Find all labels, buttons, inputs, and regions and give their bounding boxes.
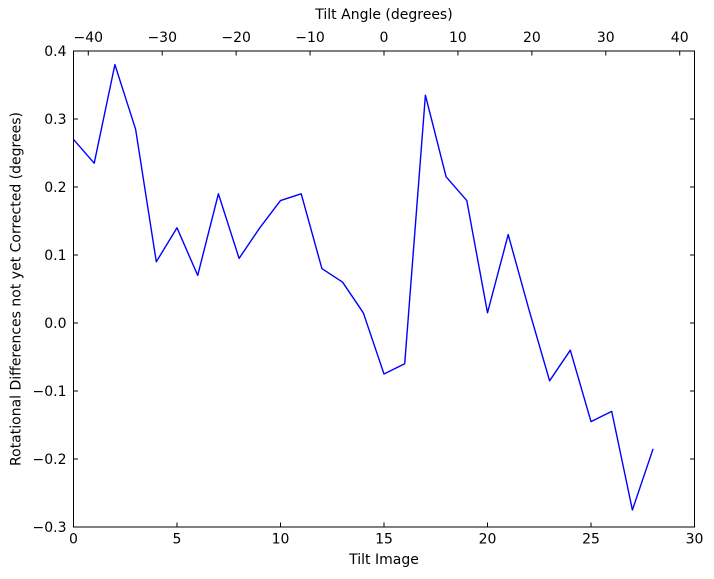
y-tick-label: −0.3 — [33, 520, 67, 536]
top-tick-label: 30 — [597, 30, 615, 46]
top-axis-title: Tilt Angle (degrees) — [314, 7, 452, 23]
x-tick-label: 5 — [173, 532, 182, 548]
x-tick-label: 15 — [375, 532, 393, 548]
y-tick-label: −0.2 — [33, 452, 67, 468]
top-tick-label: 20 — [523, 30, 541, 46]
data-line-rotational_difference — [72, 63, 654, 511]
top-tick-label: 0 — [380, 30, 389, 46]
y-tick-label: 0.0 — [44, 316, 66, 332]
y-tick-label: 0.2 — [44, 180, 66, 196]
x-tick-label: 20 — [479, 532, 497, 548]
x-tick-label: 10 — [272, 532, 290, 548]
y-tick-label: −0.1 — [33, 384, 67, 400]
top-tick-label: −30 — [147, 30, 177, 46]
top-tick-label: −40 — [74, 30, 104, 46]
x-tick-label: 0 — [69, 532, 78, 548]
top-tick-label: 10 — [449, 30, 467, 46]
y-tick-label: 0.3 — [44, 112, 66, 128]
y-tick-label: 0.4 — [44, 44, 66, 60]
top-tick-label: 40 — [671, 30, 689, 46]
plot-area: 0 5 10 15 20 25 30 −40 −30 −20 −10 0 10 20 30 40 0.4 0.3 0… — [33, 30, 704, 548]
x-axis-title: Tilt Image — [348, 552, 419, 568]
y-tick-label: 0.1 — [44, 248, 66, 264]
y-axis-title: Rotational Differences not yet Corrected… — [9, 112, 25, 466]
x-tick-label: 30 — [686, 532, 704, 548]
x-tick-label: 25 — [582, 532, 600, 548]
top-tick-label: −20 — [221, 30, 251, 46]
axes-spines — [73, 50, 695, 528]
top-tick-label: −10 — [295, 30, 325, 46]
